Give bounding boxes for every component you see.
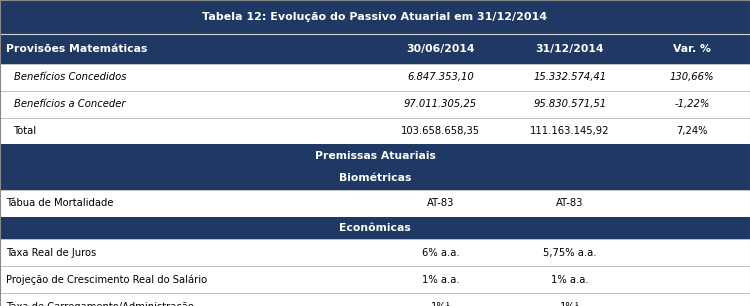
Text: 111.163.145,92: 111.163.145,92 (530, 126, 610, 136)
Text: 103.658.658,35: 103.658.658,35 (401, 126, 480, 136)
Text: 130,66%: 130,66% (670, 72, 714, 82)
Text: Var. %: Var. % (673, 44, 711, 54)
Text: Taxa de Carregamento/Administração: Taxa de Carregamento/Administração (6, 302, 194, 306)
Bar (0, 118, 750, 144)
Text: Tabela 12: Evolução do Passivo Atuarial em 31/12/2014: Tabela 12: Evolução do Passivo Atuarial … (202, 12, 548, 22)
Text: 6.847.353,10: 6.847.353,10 (407, 72, 474, 82)
Text: 5,75% a.a.: 5,75% a.a. (543, 248, 597, 258)
Bar (0, 190, 750, 217)
Text: AT-83: AT-83 (556, 198, 584, 208)
Text: 6% a.a.: 6% a.a. (422, 248, 460, 258)
Text: Total: Total (13, 126, 37, 136)
Bar (0, 0, 750, 34)
Bar (0, 266, 750, 293)
Bar (0, 64, 750, 91)
Text: Projeção de Crescimento Real do Salário: Projeção de Crescimento Real do Salário (6, 274, 207, 285)
Text: Biométricas: Biométricas (339, 174, 411, 183)
Text: Taxa Real de Juros: Taxa Real de Juros (6, 248, 96, 258)
Text: 97.011.305,25: 97.011.305,25 (404, 99, 477, 109)
Bar (0, 239, 750, 266)
Text: 1% a.a.: 1% a.a. (422, 275, 460, 285)
Text: 31/12/2014: 31/12/2014 (536, 44, 604, 54)
Text: Benefícios a Conceder: Benefícios a Conceder (13, 99, 125, 109)
Text: Benefícios Concedidos: Benefícios Concedidos (13, 72, 126, 82)
Text: 95.830.571,51: 95.830.571,51 (533, 99, 607, 109)
Text: 30/06/2014: 30/06/2014 (406, 44, 475, 54)
Text: -1,22%: -1,22% (674, 99, 710, 109)
Text: AT-83: AT-83 (427, 198, 454, 208)
Text: Tábua de Mortalidade: Tábua de Mortalidade (6, 198, 113, 208)
Text: 15.332.574,41: 15.332.574,41 (533, 72, 607, 82)
Bar (0, 34, 750, 64)
Text: 1% a.a.: 1% a.a. (551, 275, 589, 285)
Text: 1%¹: 1%¹ (560, 302, 580, 306)
Bar (0, 167, 750, 190)
Text: 1%¹: 1%¹ (430, 302, 451, 306)
Bar (0, 91, 750, 118)
Text: 7,24%: 7,24% (676, 126, 708, 136)
Bar (0, 144, 750, 167)
Text: Econômicas: Econômicas (339, 223, 411, 233)
Bar (0, 217, 750, 239)
Text: Premissas Atuariais: Premissas Atuariais (314, 151, 436, 161)
Text: Provisões Matemáticas: Provisões Matemáticas (6, 44, 147, 54)
Bar (0, 293, 750, 306)
